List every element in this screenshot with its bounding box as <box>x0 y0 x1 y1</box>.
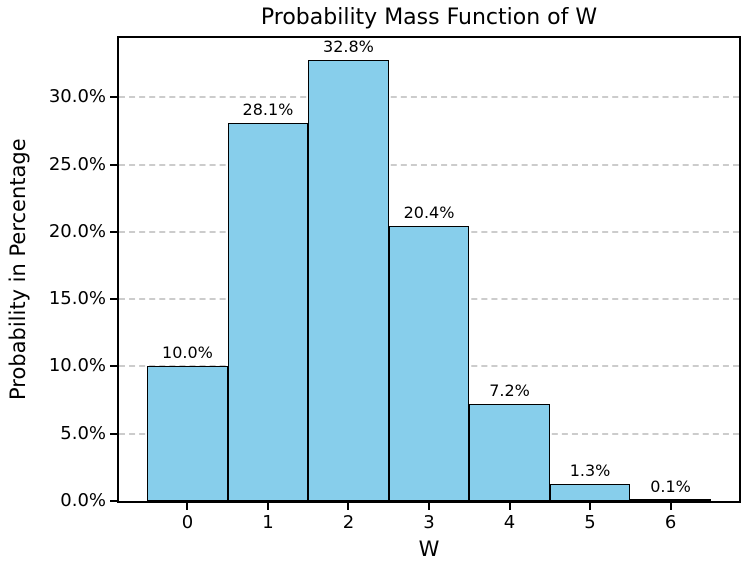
x-axis-label: W <box>418 537 440 561</box>
y-tick-mark <box>110 163 117 166</box>
bar-w4 <box>469 404 550 501</box>
x-tick-label: 5 <box>584 512 596 533</box>
x-tick-label: 2 <box>342 512 355 533</box>
x-tick-mark <box>669 503 672 510</box>
bar-value-label: 28.1% <box>242 99 294 119</box>
y-tick-mark <box>110 298 117 301</box>
x-tick-mark <box>508 503 511 510</box>
bar-value-label: 7.2% <box>489 381 530 401</box>
bar-w0 <box>147 366 228 501</box>
bar-value-label: 0.1% <box>650 476 691 496</box>
y-tick-label: 25.0% <box>48 153 106 175</box>
x-tick-label: 0 <box>181 512 194 533</box>
x-tick-mark <box>186 503 189 510</box>
bar-w1 <box>227 122 309 501</box>
y-tick-mark <box>110 500 117 502</box>
x-tick-mark <box>347 503 350 510</box>
x-tick-mark <box>589 503 592 510</box>
y-tick-mark <box>110 230 117 233</box>
x-tick-mark <box>428 503 430 510</box>
y-tick-mark <box>110 432 117 435</box>
plot-area: 10.0% 28.1% 32.8% 20.4% 7.2% 1.3% 0.1% <box>117 36 741 503</box>
y-tick-label: 30.0% <box>48 86 106 108</box>
bar-value-label: 10.0% <box>162 343 213 363</box>
x-tick-label: 6 <box>664 512 677 533</box>
x-tick-label: 1 <box>262 512 274 533</box>
y-tick-label: 15.0% <box>48 288 106 310</box>
gridline <box>119 163 739 166</box>
bar-w2 <box>308 59 389 501</box>
x-tick-mark <box>266 503 269 510</box>
y-tick-label: 0.0% <box>60 490 106 511</box>
x-tick-label: 4 <box>503 512 516 533</box>
y-tick-mark <box>110 365 117 368</box>
bar-w3 <box>388 226 470 501</box>
y-tick-label: 20.0% <box>48 220 106 242</box>
bar-value-label: 1.3% <box>569 460 611 480</box>
y-tick-mark <box>110 96 117 99</box>
gridline <box>119 96 739 99</box>
x-tick-label: 3 <box>423 512 435 533</box>
bar-w5 <box>549 483 631 501</box>
y-tick-label: 10.0% <box>48 355 106 377</box>
bar-value-label: 20.4% <box>403 203 455 223</box>
chart-title: Probability Mass Function of W <box>260 5 598 30</box>
bar-value-label: 32.8% <box>323 36 374 56</box>
y-tick-label: 5.0% <box>60 422 106 444</box>
bar-w6 <box>630 499 711 501</box>
